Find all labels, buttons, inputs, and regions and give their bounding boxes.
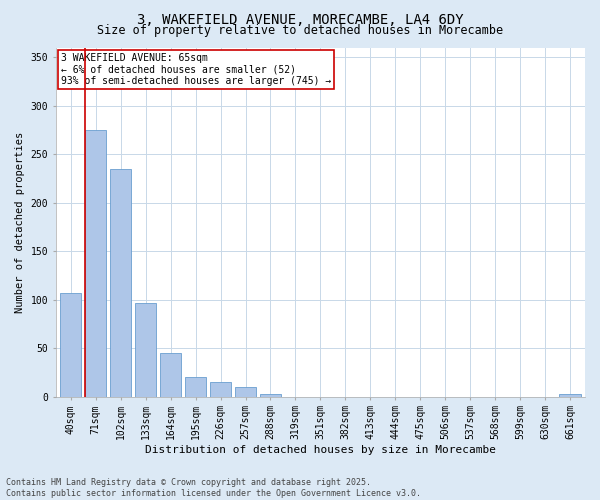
Bar — [210, 382, 231, 396]
Bar — [85, 130, 106, 396]
Bar — [559, 394, 581, 396]
Bar — [60, 293, 82, 397]
X-axis label: Distribution of detached houses by size in Morecambe: Distribution of detached houses by size … — [145, 445, 496, 455]
Text: 3 WAKEFIELD AVENUE: 65sqm
← 6% of detached houses are smaller (52)
93% of semi-d: 3 WAKEFIELD AVENUE: 65sqm ← 6% of detach… — [61, 52, 331, 86]
Text: 3, WAKEFIELD AVENUE, MORECAMBE, LA4 6DY: 3, WAKEFIELD AVENUE, MORECAMBE, LA4 6DY — [137, 12, 463, 26]
Bar — [185, 377, 206, 396]
Text: Size of property relative to detached houses in Morecambe: Size of property relative to detached ho… — [97, 24, 503, 37]
Bar — [235, 387, 256, 396]
Y-axis label: Number of detached properties: Number of detached properties — [15, 132, 25, 312]
Text: Contains HM Land Registry data © Crown copyright and database right 2025.
Contai: Contains HM Land Registry data © Crown c… — [6, 478, 421, 498]
Bar — [110, 168, 131, 396]
Bar — [160, 353, 181, 397]
Bar — [135, 302, 156, 396]
Bar — [260, 394, 281, 396]
